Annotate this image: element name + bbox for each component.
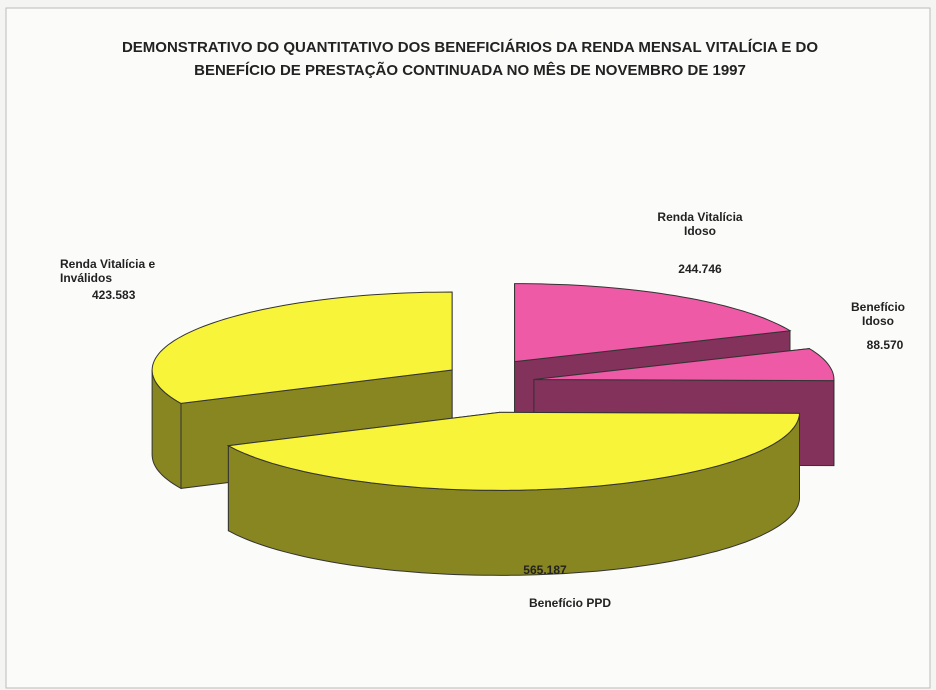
- value-label: 565.187: [523, 563, 567, 577]
- category-label: Benefício Idoso: [850, 300, 905, 328]
- chart-title: DEMONSTRATIVO DO QUANTITATIVO DOS BENEFI…: [121, 39, 819, 79]
- category-label: Renda Vitalícia e Inválidos: [60, 257, 156, 285]
- slice: [514, 283, 792, 363]
- value-label: 88.570: [866, 338, 904, 352]
- value-label: 423.583: [92, 288, 136, 302]
- slice: [533, 348, 835, 382]
- category-label: Benefício PPD: [528, 596, 612, 610]
- slice: [151, 291, 453, 404]
- frame: [5, 7, 931, 689]
- slice: [226, 411, 801, 491]
- value-label: 244.746: [678, 262, 722, 276]
- category-label: Renda Vitalícia Idoso: [657, 210, 743, 238]
